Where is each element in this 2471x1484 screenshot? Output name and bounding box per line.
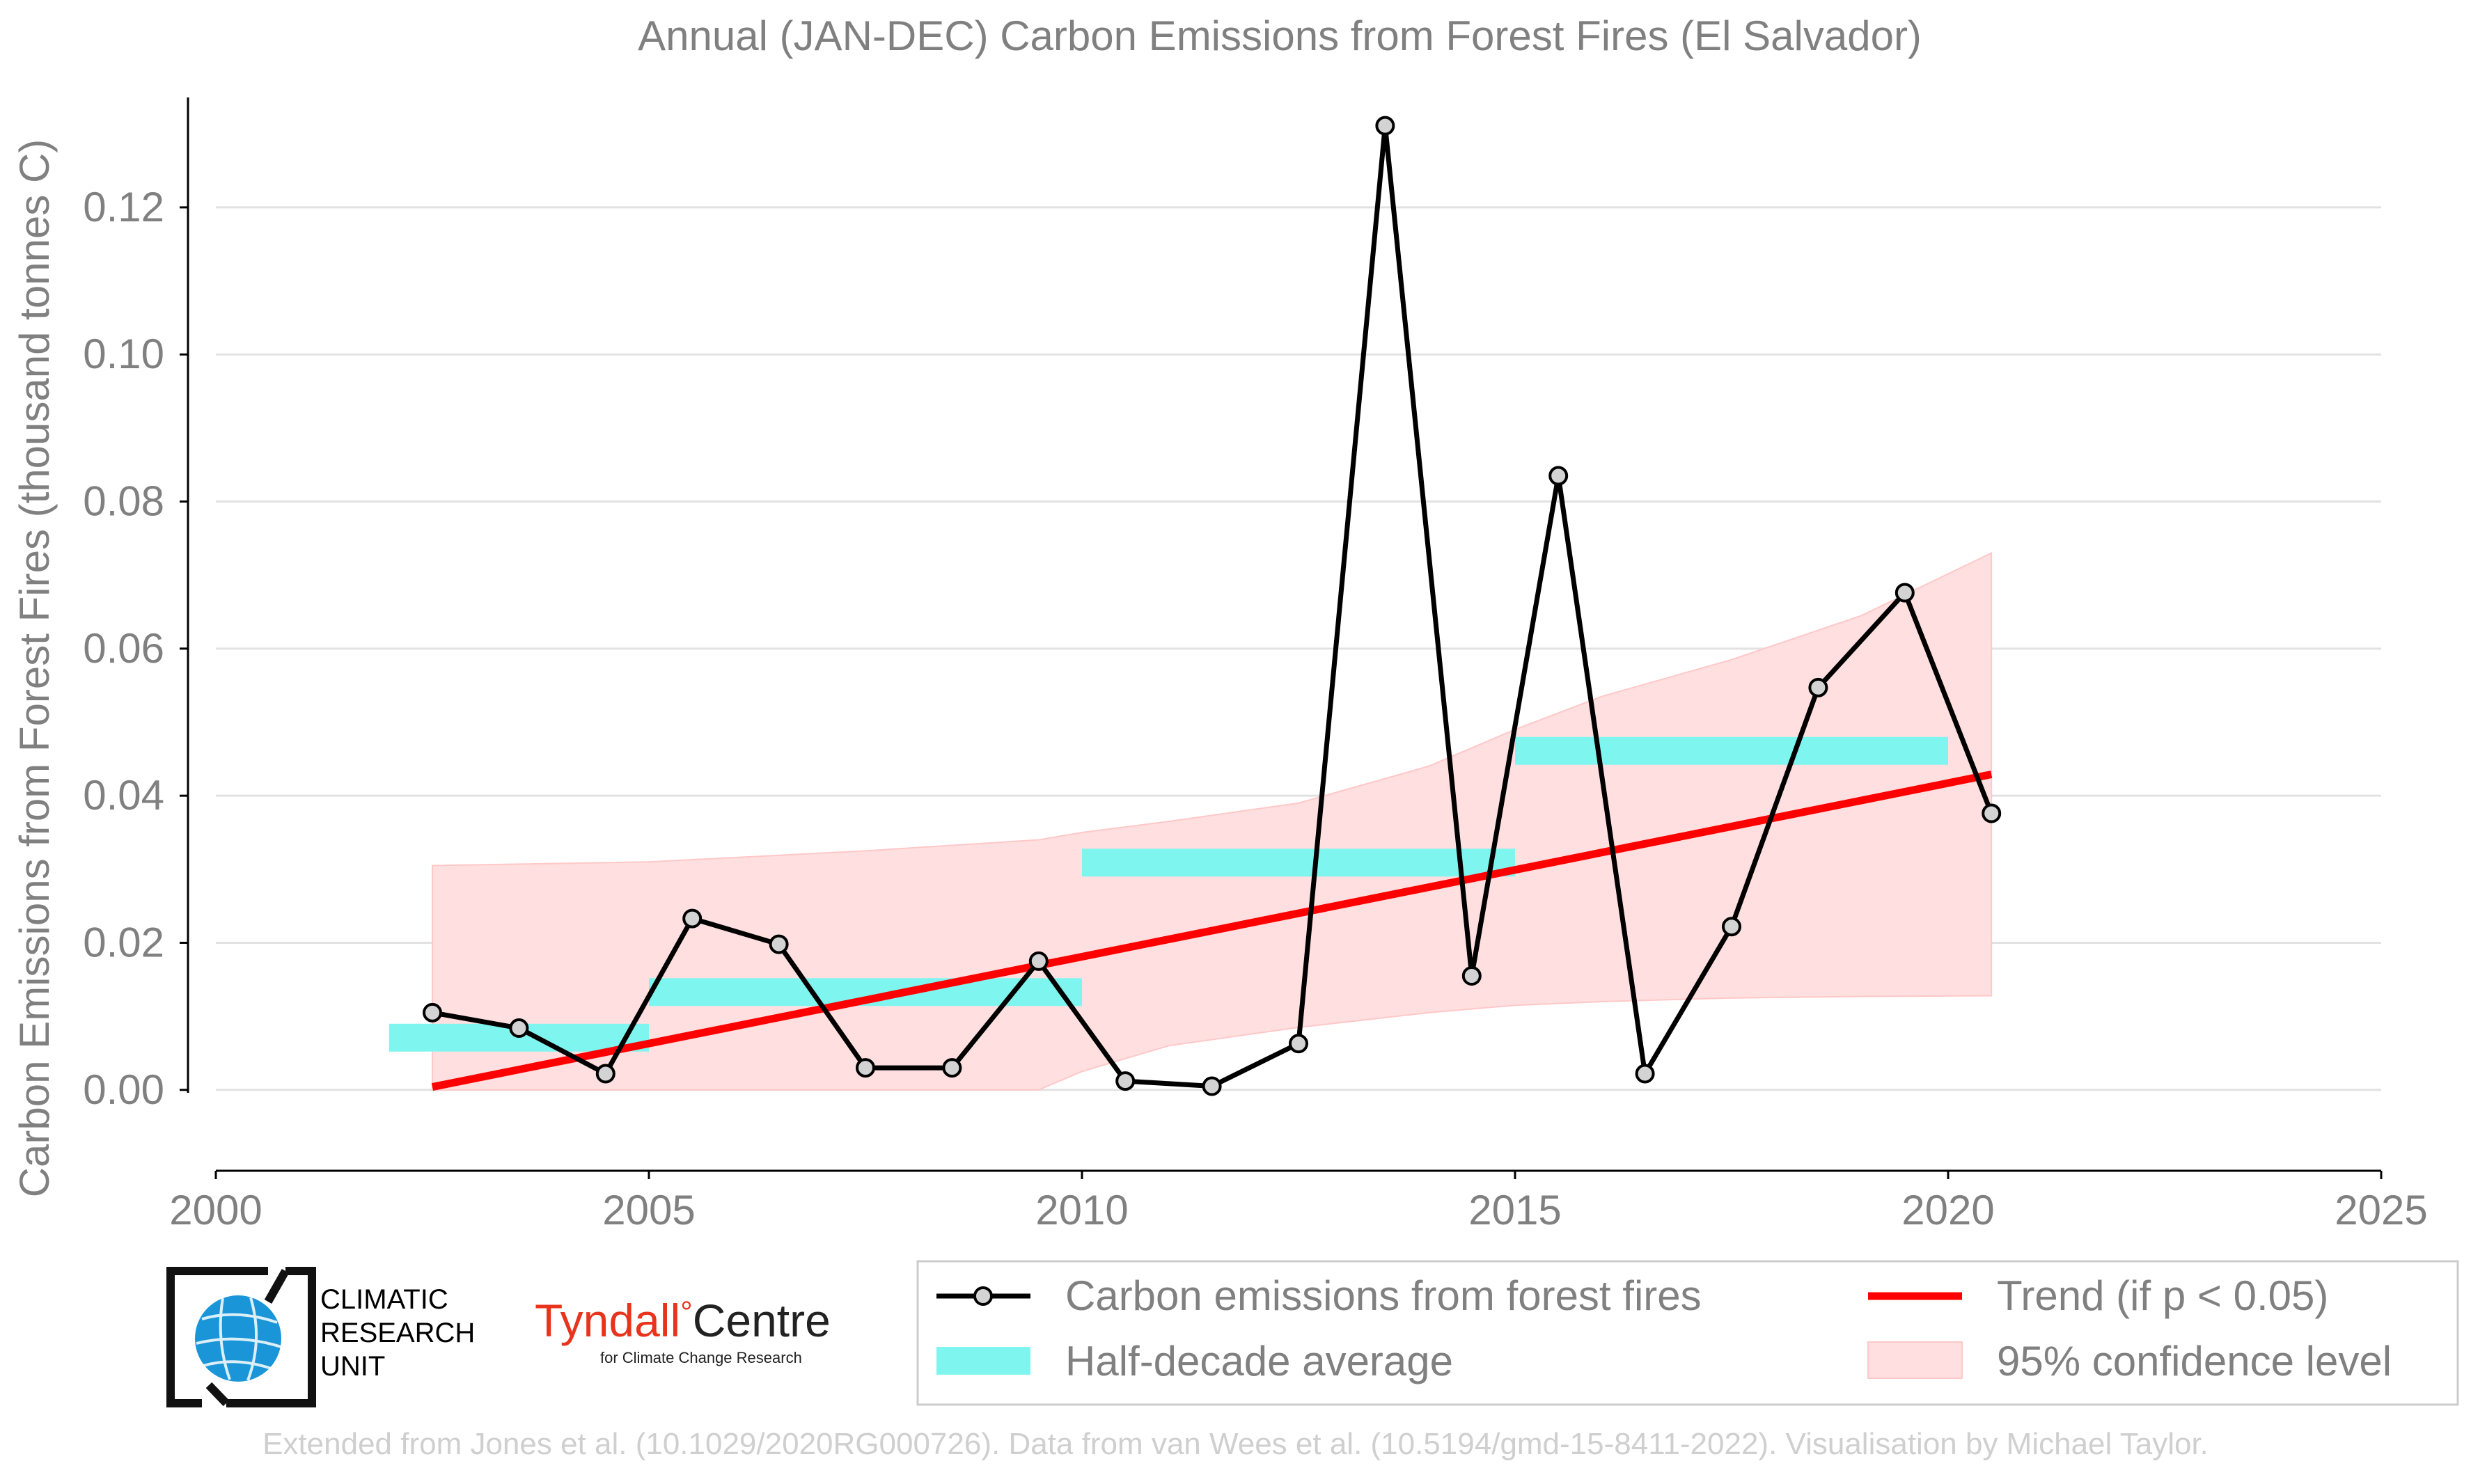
legend: Carbon emissions from forest fires Trend…: [916, 1260, 2459, 1406]
legend-confidence-swatch: [1867, 1341, 1963, 1379]
data-point-18: [1982, 803, 2002, 823]
legend-trend-label: Trend (if p < 0.05): [1997, 1272, 2328, 1319]
axes: [180, 97, 2383, 1179]
data-point-16: [1808, 677, 1828, 697]
cru-text-line1: CLIMATIC: [320, 1284, 448, 1315]
data-point-12: [1461, 966, 1482, 986]
footer-credit: Extended from Jones et al. (10.1029/2020…: [262, 1427, 2209, 1461]
legend-box: [916, 1260, 2459, 1406]
y-axis-label: Carbon Emissions from Forest Fires (thou…: [11, 139, 58, 1198]
x-tick-label-2: 2010: [1035, 1187, 1128, 1233]
y-tick-label-1: 0.02: [83, 919, 164, 965]
tyndall-name: Tyndall°Centre: [535, 1295, 831, 1346]
tyndall-logo: Tyndall°Centre for Climate Change Resear…: [535, 1295, 831, 1366]
cru-logo-slash-bottom: [205, 1382, 230, 1407]
trend-layer: [431, 771, 1993, 1091]
legend-half-decade-label: Half-decade average: [1065, 1338, 1453, 1384]
cru-logo-slash-top: [264, 1269, 290, 1304]
half-decade-bar-3: [1515, 736, 1948, 765]
y-tick-label-5: 0.10: [83, 331, 164, 377]
series-layer: [423, 116, 2002, 1096]
legend-confidence-label: 95% confidence level: [1997, 1338, 2392, 1384]
chart-title: Annual (JAN-DEC) Carbon Emissions from F…: [638, 13, 1922, 59]
y-tick-label-2: 0.04: [83, 772, 164, 819]
legend-entry-half-decade: Half-decade average: [936, 1338, 1453, 1384]
x-tick-label-0: 2000: [169, 1187, 262, 1233]
data-point-3: [682, 908, 703, 929]
data-point-9: [1202, 1076, 1222, 1096]
cru-text-line2: RESEARCH: [320, 1318, 475, 1348]
y-tick-label-6: 0.12: [83, 184, 164, 230]
confidence-band: [432, 551, 1993, 1091]
legend-entry-confidence: 95% confidence level: [1867, 1338, 2392, 1384]
tyndall-subtitle: for Climate Change Research: [600, 1349, 802, 1366]
legend-series-label: Carbon emissions from forest fires: [1065, 1272, 1702, 1319]
data-point-10: [1289, 1034, 1308, 1054]
cru-logo-bracket-right: [226, 1267, 316, 1407]
y-tick-label-3: 0.06: [83, 625, 164, 672]
y-tick-label-4: 0.08: [83, 478, 164, 525]
data-point-2: [595, 1064, 615, 1084]
legend-series-swatch-marker: [973, 1286, 993, 1306]
data-point-11: [1375, 116, 1395, 136]
cru-globe-lines: [196, 1297, 282, 1381]
half-decade-bar-2: [1082, 848, 1515, 877]
legend-entry-series: Carbon emissions from forest fires: [936, 1272, 1702, 1319]
cru-logo: CLIMATIC RESEARCH UNIT: [166, 1267, 475, 1407]
data-point-14: [1635, 1064, 1655, 1084]
data-point-4: [769, 934, 789, 954]
data-point-5: [856, 1058, 875, 1078]
data-point-8: [1115, 1071, 1136, 1091]
data-point-7: [1028, 951, 1049, 971]
data-point-6: [942, 1058, 962, 1078]
data-point-0: [423, 1002, 442, 1023]
data-point-1: [509, 1018, 529, 1039]
y-tick-label-0: 0.00: [83, 1066, 164, 1113]
x-tick-label-4: 2020: [1901, 1187, 1994, 1233]
cru-text-line3: UNIT: [320, 1351, 385, 1382]
x-tick-label-1: 2005: [602, 1187, 695, 1233]
confidence-band-layer: [432, 551, 1993, 1091]
x-tick-label-3: 2015: [1468, 1187, 1561, 1233]
data-point-15: [1722, 917, 1741, 937]
x-tick-label-5: 2025: [2335, 1187, 2427, 1233]
data-point-17: [1895, 583, 1915, 603]
data-point-13: [1548, 466, 1569, 486]
legend-half-decade-swatch: [936, 1347, 1030, 1375]
cru-logo-bracket-left: [166, 1267, 268, 1407]
tick-labels: 0.00 0.02 0.04 0.06 0.08 0.10 0.12 2000 2005 2010…: [83, 184, 2428, 1233]
legend-entry-trend: Trend (if p < 0.05): [1868, 1272, 2328, 1319]
trend-line: [431, 771, 1993, 1091]
